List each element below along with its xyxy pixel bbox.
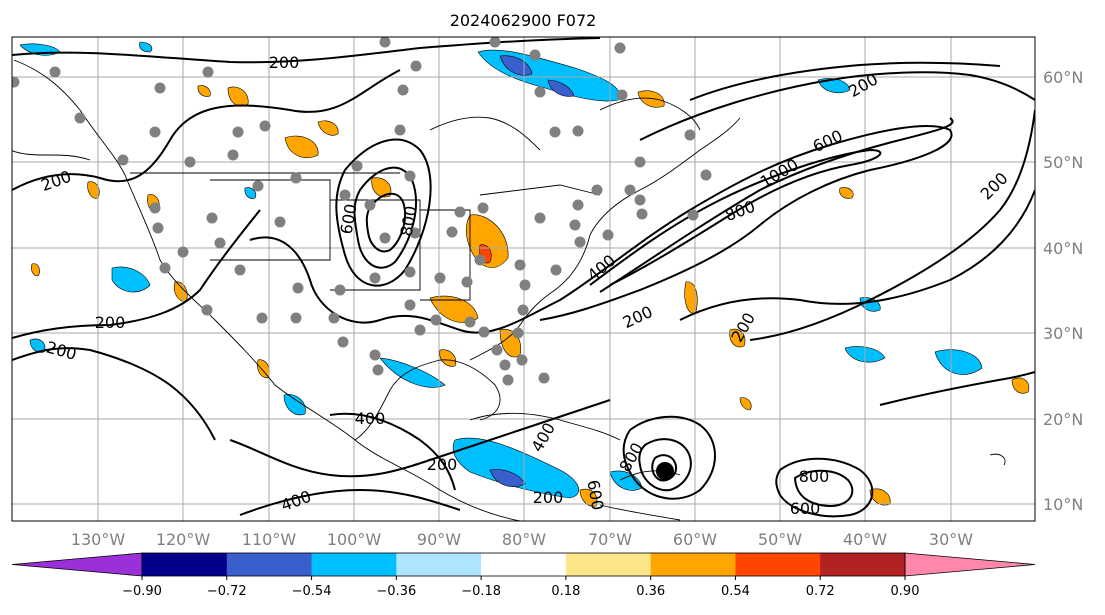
positive-region <box>729 328 746 348</box>
positive-region <box>371 177 392 198</box>
lat-label: 30°N <box>1043 324 1083 343</box>
colorbar-bin <box>735 553 821 576</box>
colorbar-tick-label: 0.72 <box>806 584 835 599</box>
colorbar-under-extend <box>11 552 143 577</box>
lat-label: 10°N <box>1043 495 1083 514</box>
colorbar-tick-label: −0.36 <box>376 584 416 599</box>
lat-label: 20°N <box>1043 410 1083 429</box>
positive-region <box>429 295 479 323</box>
lon-label: 130°W <box>71 530 126 549</box>
station-dots <box>12 37 712 386</box>
contour-label: 200 <box>269 53 300 72</box>
negative-region <box>283 394 306 416</box>
positive-region <box>637 90 665 108</box>
colorbar-bin <box>481 553 567 576</box>
positive-region <box>227 86 249 107</box>
contour-label: 600 <box>790 499 821 518</box>
negative-region <box>111 266 151 293</box>
negative-region <box>934 349 983 375</box>
negative-region <box>244 187 257 199</box>
lon-label: 110°W <box>242 530 297 549</box>
colorbar-outline <box>141 552 906 577</box>
colorbar-bin <box>820 553 906 576</box>
lon-label: 120°W <box>156 530 211 549</box>
colorbar-bin <box>226 553 313 576</box>
colorbar-tick-label: 0.54 <box>721 584 750 599</box>
colorbar-bin <box>396 553 482 576</box>
longitude-labels: 130°W 120°W 110°W 100°W 90°W 80°W 70°W 6… <box>71 530 973 549</box>
lon-label: 60°W <box>673 530 717 549</box>
map-frame <box>11 36 1036 522</box>
negative-region <box>379 357 446 388</box>
colorbar-bin <box>565 553 652 576</box>
positive-anomaly-regions <box>31 85 1030 507</box>
negative-region <box>817 78 851 93</box>
coastlines <box>12 59 1006 521</box>
colorbar-tick-label: −0.72 <box>207 584 247 599</box>
colorbar-tick-label: −0.18 <box>461 584 501 599</box>
contour-label: 800 <box>799 467 830 486</box>
contour-label: 200 <box>95 313 126 332</box>
lon-label: 90°W <box>417 530 461 549</box>
lat-label: 60°N <box>1043 68 1083 87</box>
positive-region <box>739 397 752 411</box>
contour-label: 200 <box>533 488 564 507</box>
lon-label: 80°W <box>502 530 546 549</box>
contour-label: 400 <box>355 409 386 428</box>
negative-region <box>139 41 153 53</box>
map-area: 200 200 200 200 200 200 200 200 400 400 … <box>12 37 1035 521</box>
colorbar-tick-label: 0.90 <box>891 584 920 599</box>
positive-region <box>284 135 319 158</box>
negative-anomaly-regions <box>19 41 983 499</box>
lon-label: 30°W <box>929 530 973 549</box>
lat-label: 40°N <box>1043 239 1083 258</box>
storm-center-marker <box>656 462 674 480</box>
colorbar-over-extend <box>904 552 1036 577</box>
lon-label: 50°W <box>758 530 802 549</box>
contour-label: 200 <box>427 455 458 474</box>
negative-region <box>452 437 579 499</box>
colorbar-bin <box>650 553 736 576</box>
positive-region <box>31 263 40 277</box>
colorbar-bin <box>142 553 228 576</box>
positive-region <box>439 349 456 367</box>
figure-title: 2024062900 F072 <box>450 11 597 30</box>
colorbar: −0.90 −0.72 −0.54 −0.36 −0.18 0.18 0.36 0.54 0.7… <box>11 552 1036 599</box>
colorbar-tick-label: 0.36 <box>636 584 665 599</box>
positive-region <box>1011 377 1030 394</box>
latitude-labels: 60°N 50°N 40°N 30°N 20°N 10°N <box>1043 68 1083 514</box>
colorbar-bin <box>311 553 397 576</box>
lon-label: 40°W <box>843 530 887 549</box>
lat-label: 50°N <box>1043 153 1083 172</box>
colorbar-tick-label: −0.90 <box>122 584 162 599</box>
strong-negative-region <box>547 79 575 97</box>
positive-region <box>317 120 339 136</box>
positive-region <box>839 187 854 199</box>
lon-label: 100°W <box>327 530 382 549</box>
positive-region <box>257 359 270 379</box>
positive-region <box>579 488 598 507</box>
negative-region <box>29 338 46 353</box>
positive-region <box>197 85 211 97</box>
colorbar-tick-label: −0.54 <box>292 584 332 599</box>
lon-label: 70°W <box>588 530 632 549</box>
positive-region <box>465 214 509 268</box>
colorbar-tick-label: 0.18 <box>551 584 580 599</box>
strong-negative-region <box>489 469 526 487</box>
